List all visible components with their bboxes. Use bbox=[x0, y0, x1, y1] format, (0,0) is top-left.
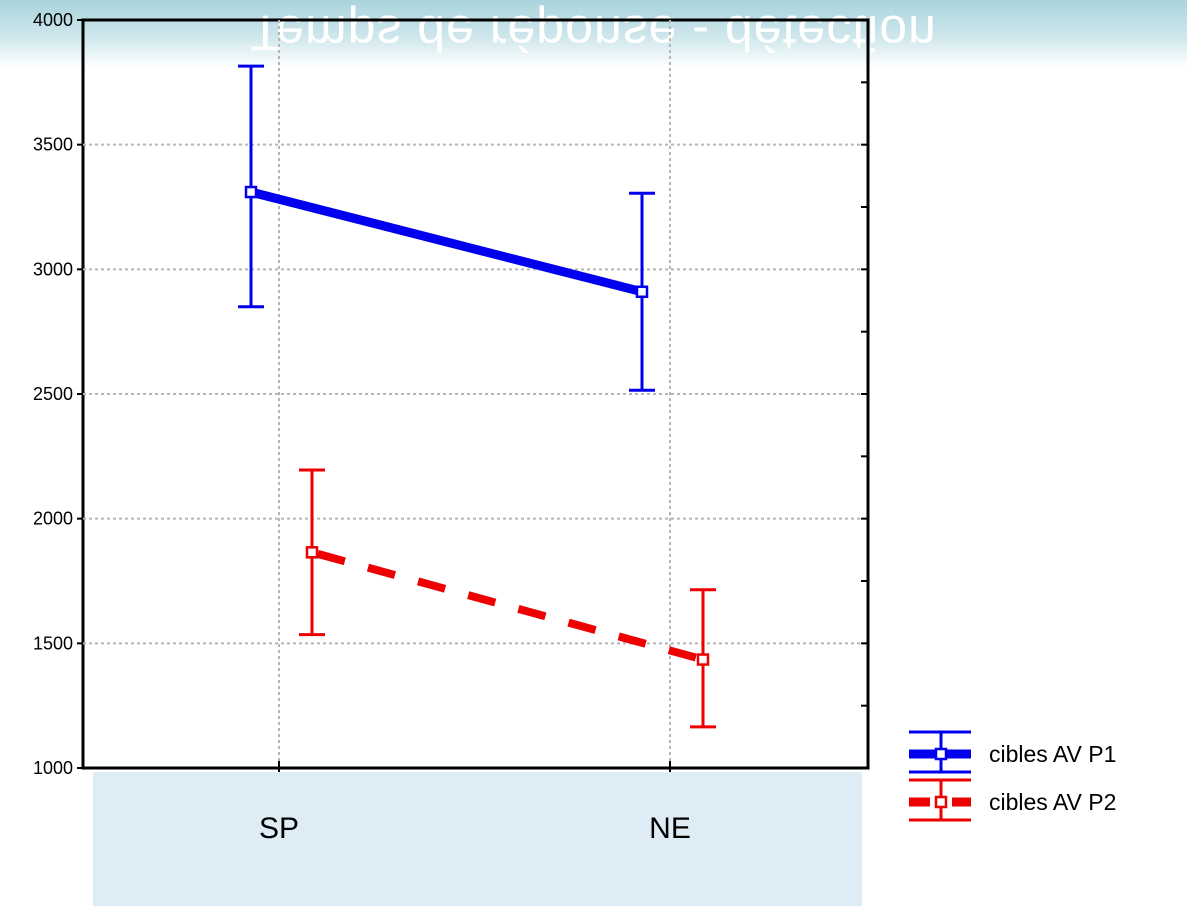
x-axis: SP NE bbox=[259, 761, 691, 845]
legend-label: cibles AV P2 bbox=[989, 789, 1116, 815]
y-tick-label: 4000 bbox=[33, 10, 73, 30]
x-tick-label: NE bbox=[649, 812, 691, 845]
series-layer bbox=[238, 64, 716, 729]
legend-item: cibles AV P1 bbox=[909, 730, 1116, 774]
y-tick-label: 3000 bbox=[33, 259, 73, 279]
legend-label: cibles AV P1 bbox=[989, 741, 1116, 767]
title-banner: Temps de réponse - détection bbox=[0, 0, 1187, 68]
x-tick-label: SP bbox=[259, 812, 299, 845]
data-point bbox=[696, 653, 710, 666]
data-point bbox=[244, 185, 258, 199]
y-tick-label: 2500 bbox=[33, 384, 73, 404]
data-point bbox=[305, 546, 319, 559]
series-line bbox=[310, 548, 705, 664]
y-tick-label: 1500 bbox=[33, 633, 73, 653]
category-panel bbox=[93, 772, 862, 906]
y-axis: 1000 1500 2000 2500 3000 3500 4000 bbox=[33, 10, 83, 778]
grid-lines bbox=[83, 20, 868, 768]
legend-item: cibles AV P2 bbox=[909, 778, 1116, 822]
y-tick-label: 1000 bbox=[33, 758, 73, 778]
y-tick-label: 2000 bbox=[33, 509, 73, 529]
y-tick-label: 3500 bbox=[33, 135, 73, 155]
data-point bbox=[635, 285, 649, 299]
right-minor-ticks bbox=[861, 19, 868, 769]
series-line bbox=[249, 187, 644, 297]
legend: cibles AV P1 cibles AV P2 bbox=[909, 730, 1116, 822]
